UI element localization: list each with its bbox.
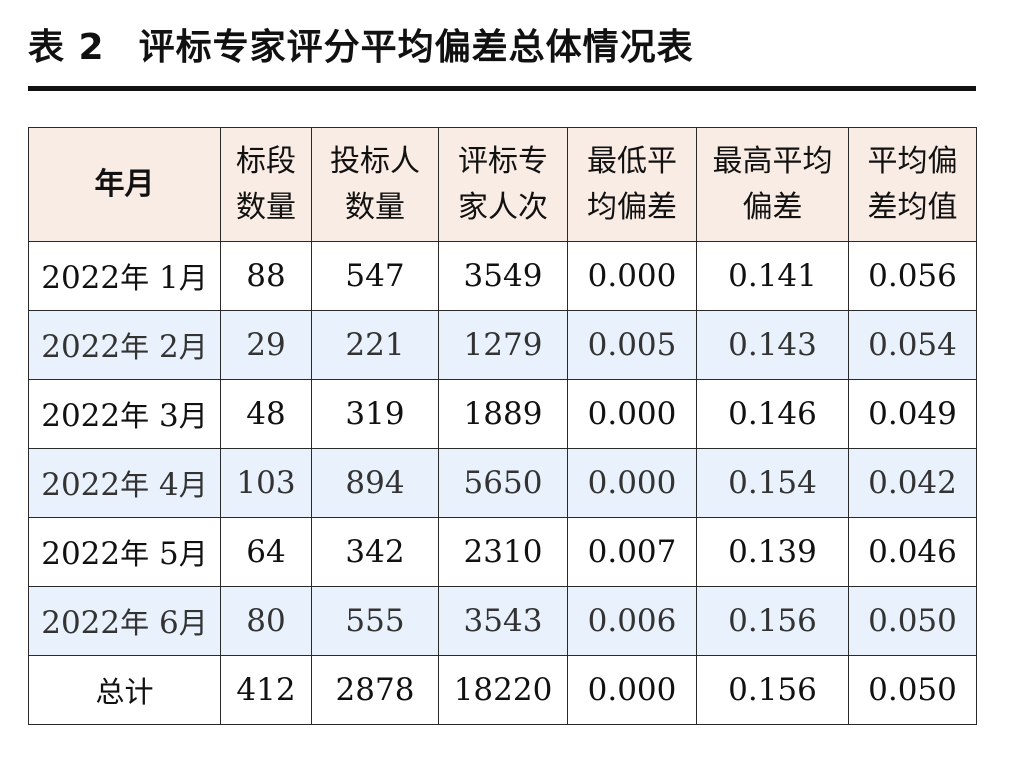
cell-total-experts: 18220 [438,655,568,725]
cell-month: 2022年 5月 [28,517,221,587]
cell-segments: 48 [220,379,312,449]
table-row: 2022年 4月 103 894 5650 0.000 0.154 0.042 [28,448,977,518]
cell-month: 2022年 1月 [28,241,221,311]
cell-total-label: 总计 [28,655,221,725]
cell-total-bidders: 2878 [311,655,439,725]
cell-min-dev: 0.000 [567,241,697,311]
header-avg-deviation: 平均偏 差均值 [848,127,977,242]
table-row: 2022年 5月 64 342 2310 0.007 0.139 0.046 [28,517,977,587]
table-title: 表 2 评标专家评分平均偏差总体情况表 [28,18,694,70]
cell-experts: 1889 [438,379,568,449]
title-underline [28,86,976,91]
header-expert-count: 评标专 家人次 [438,127,568,242]
cell-segments: 80 [220,586,312,656]
expert-deviation-table: 年月 标段 数量 投标人 数量 评标专 家人次 最低平 均偏差 最高平均 偏差 [28,127,977,725]
cell-experts: 1279 [438,310,568,380]
cell-avg-dev: 0.046 [848,517,977,587]
cell-max-dev: 0.156 [696,586,849,656]
cell-avg-dev: 0.054 [848,310,977,380]
cell-segments: 103 [220,448,312,518]
header-max-deviation: 最高平均 偏差 [696,127,849,242]
cell-avg-dev: 0.049 [848,379,977,449]
cell-min-dev: 0.006 [567,586,697,656]
cell-bidders: 555 [311,586,439,656]
cell-min-dev: 0.005 [567,310,697,380]
header-min-deviation: 最低平 均偏差 [567,127,697,242]
cell-avg-dev: 0.042 [848,448,977,518]
cell-bidders: 319 [311,379,439,449]
cell-bidders: 342 [311,517,439,587]
header-bidder-count: 投标人 数量 [311,127,439,242]
cell-max-dev: 0.141 [696,241,849,311]
cell-min-dev: 0.000 [567,448,697,518]
cell-experts: 3549 [438,241,568,311]
table-title-text: 评标专家评分平均偏差总体情况表 [138,27,694,68]
table-row: 2022年 6月 80 555 3543 0.006 0.156 0.050 [28,586,977,656]
header-row: 年月 标段 数量 投标人 数量 评标专 家人次 最低平 均偏差 最高平均 偏差 [28,127,977,242]
cell-month: 2022年 2月 [28,310,221,380]
cell-min-dev: 0.000 [567,379,697,449]
cell-total-min-dev: 0.000 [567,655,697,725]
cell-max-dev: 0.139 [696,517,849,587]
cell-segments: 88 [220,241,312,311]
table-row: 2022年 2月 29 221 1279 0.005 0.143 0.054 [28,310,977,380]
cell-max-dev: 0.143 [696,310,849,380]
table-row: 2022年 1月 88 547 3549 0.000 0.141 0.056 [28,241,977,311]
cell-month: 2022年 3月 [28,379,221,449]
header-year-month: 年月 [28,127,221,242]
cell-total-segments: 412 [220,655,312,725]
cell-segments: 64 [220,517,312,587]
cell-bidders: 221 [311,310,439,380]
cell-avg-dev: 0.050 [848,586,977,656]
total-row: 总计 412 2878 18220 0.000 0.156 0.050 [28,655,977,725]
cell-max-dev: 0.146 [696,379,849,449]
cell-segments: 29 [220,310,312,380]
cell-total-avg-dev: 0.050 [848,655,977,725]
cell-bidders: 547 [311,241,439,311]
cell-month: 2022年 4月 [28,448,221,518]
cell-bidders: 894 [311,448,439,518]
cell-month: 2022年 6月 [28,586,221,656]
cell-experts: 3543 [438,586,568,656]
table-row: 2022年 3月 48 319 1889 0.000 0.146 0.049 [28,379,977,449]
header-segment-count: 标段 数量 [220,127,312,242]
cell-avg-dev: 0.056 [848,241,977,311]
cell-total-max-dev: 0.156 [696,655,849,725]
cell-min-dev: 0.007 [567,517,697,587]
cell-experts: 2310 [438,517,568,587]
cell-experts: 5650 [438,448,568,518]
table-number: 表 2 [28,27,105,68]
cell-max-dev: 0.154 [696,448,849,518]
